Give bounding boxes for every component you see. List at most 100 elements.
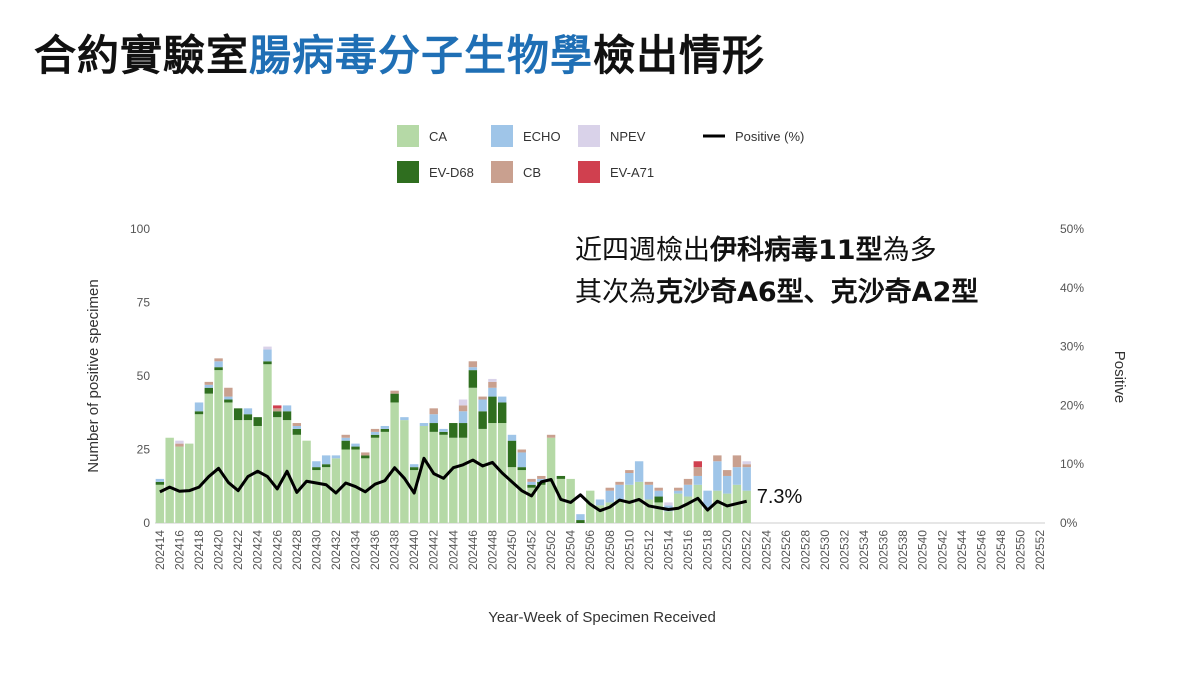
bar-ev-d68 — [556, 475, 566, 479]
annotation-text: 其次為 — [575, 277, 656, 308]
legend-label: Positive (%) — [735, 129, 804, 144]
bar-ca — [468, 387, 478, 523]
bar-cb — [468, 361, 478, 368]
bar-ca — [165, 437, 174, 523]
bar-cb — [370, 428, 380, 432]
bar-ca — [331, 458, 341, 523]
bar-ca — [312, 470, 321, 523]
bar-echo — [625, 473, 634, 485]
legend-swatch — [491, 125, 513, 147]
bar-cb — [458, 405, 468, 412]
bar-cb — [537, 475, 546, 479]
x-tick-label: 202542 — [935, 530, 949, 570]
bar-ev-d68 — [282, 411, 292, 421]
x-tick-label: 202526 — [779, 530, 793, 570]
bar-ev-d68 — [380, 428, 390, 432]
bar-ca — [204, 393, 213, 523]
bar-ev-d68 — [507, 440, 517, 468]
bar-cb — [644, 481, 654, 485]
bar-echo — [615, 484, 624, 500]
y2-tick-label: 50% — [1060, 222, 1084, 236]
bar-cb — [341, 434, 350, 438]
y-tick-label: 100 — [130, 222, 150, 236]
x-tick-label: 202442 — [427, 530, 441, 570]
bar-ca — [644, 499, 654, 523]
bar-echo — [370, 431, 380, 435]
bar-ev-d68 — [155, 481, 165, 485]
bar-ev-d68 — [576, 520, 585, 523]
bar-ca — [185, 443, 194, 523]
x-tick-label: 202444 — [446, 530, 460, 570]
bar-ev-d68 — [263, 361, 272, 365]
x-tick-label: 202524 — [759, 530, 773, 570]
bar-ca — [400, 420, 409, 523]
legend-swatch — [397, 161, 419, 183]
bar-echo — [380, 425, 390, 429]
annotation-bold: 克沙奇A6型、克沙奇A2型 — [656, 277, 979, 308]
y-tick-label: 0 — [143, 516, 150, 530]
y2-tick-label: 40% — [1060, 281, 1084, 295]
bar-ca — [488, 423, 497, 523]
title-part3: 檢出情形 — [593, 31, 766, 80]
x-tick-label: 202502 — [544, 530, 558, 570]
bar-echo — [224, 396, 233, 400]
bar-echo — [722, 475, 732, 494]
x-tick-label: 202450 — [505, 530, 519, 570]
bar-npev — [742, 461, 751, 465]
bar-cb — [478, 396, 487, 400]
bar-npev — [175, 440, 184, 444]
legend-swatch — [491, 161, 513, 183]
bar-cb — [214, 358, 223, 362]
bar-echo — [576, 514, 585, 521]
bar-cb — [674, 487, 683, 491]
bar-ev-d68 — [468, 370, 478, 388]
bar-ev-d68 — [292, 428, 302, 435]
y2-tick-label: 20% — [1060, 398, 1084, 412]
bar-cb — [517, 449, 526, 453]
bar-ca — [243, 420, 253, 523]
bar-ca — [292, 434, 302, 523]
bar-ca — [194, 414, 204, 523]
x-tick-label: 202446 — [466, 530, 480, 570]
bar-cb — [693, 467, 703, 476]
bar-ev-d68 — [654, 496, 663, 503]
bar-ev-a71 — [693, 461, 703, 468]
bar-cb — [683, 478, 693, 485]
bar-ev-d68 — [224, 399, 233, 403]
bar-echo — [409, 464, 419, 468]
bar-echo — [400, 417, 409, 421]
x-tick-label: 202422 — [231, 530, 245, 570]
y2-tick-label: 0% — [1060, 516, 1078, 530]
bar-cb — [204, 381, 213, 385]
annotation-text: 為多 — [882, 235, 937, 266]
y2-tick-label: 10% — [1060, 457, 1084, 471]
bar-cb — [429, 408, 438, 415]
x-tick-label: 202516 — [681, 530, 695, 570]
x-tick-label: 202504 — [564, 530, 578, 570]
legend-label: EV-A71 — [610, 165, 654, 180]
bar-echo — [713, 461, 722, 491]
bar-echo — [243, 408, 253, 415]
bar-cb — [722, 470, 732, 476]
bar-cb — [713, 455, 722, 462]
bar-echo — [214, 361, 223, 368]
bar-ca — [634, 481, 644, 523]
bar-cb — [742, 464, 751, 468]
bar-cb — [615, 481, 624, 485]
bar-cb — [292, 423, 302, 426]
bar-ca — [458, 437, 468, 523]
bar-npev — [458, 399, 468, 406]
x-tick-label: 202448 — [485, 530, 499, 570]
bar-echo — [742, 467, 751, 491]
bar-ca — [713, 490, 722, 523]
x-tick-label: 202418 — [192, 530, 206, 570]
x-tick-label: 202520 — [720, 530, 734, 570]
y-tick-label: 75 — [137, 296, 151, 310]
y-tick-label: 25 — [137, 443, 151, 457]
x-tick-label: 202546 — [974, 530, 988, 570]
bar-echo — [683, 484, 693, 497]
bar-ca — [233, 420, 243, 523]
y-axis-title: Number of positive specimen — [85, 279, 102, 472]
annotation: 近四週檢出伊科病毒11型為多 其次為克沙奇A6型、克沙奇A2型 — [575, 230, 978, 314]
